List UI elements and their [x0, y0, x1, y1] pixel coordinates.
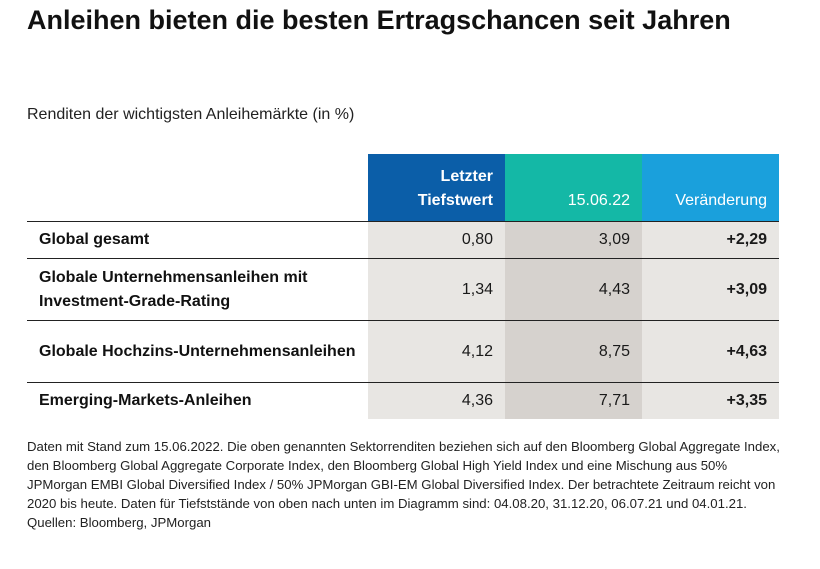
cell-veraenderung: +2,29	[642, 221, 779, 259]
cell-veraenderung: +3,35	[642, 382, 779, 419]
cell-letzter-tiefstwert: 4,12	[368, 320, 505, 383]
table-row: Emerging-Markets-Anleihen 4,36 7,71 +3,3…	[27, 382, 779, 419]
table-row: Globale Unternehmensanleihen mit Investm…	[27, 258, 779, 321]
row-label: Globale Unternehmensanleihen mit Investm…	[27, 258, 368, 321]
yield-table: Letzter Tiefstwert 15.06.22 Veränderung …	[27, 154, 779, 419]
cell-veraenderung: +3,09	[642, 258, 779, 321]
cell-date-value: 3,09	[505, 221, 642, 259]
cell-letzter-tiefstwert: 1,34	[368, 258, 505, 321]
cell-date-value: 8,75	[505, 320, 642, 383]
row-label: Globale Hochzins-Unternehmensanleihen	[27, 320, 368, 383]
footnote: Daten mit Stand zum 15.06.2022. Die oben…	[27, 439, 780, 530]
cell-date-value: 4,43	[505, 258, 642, 321]
cell-date-value: 7,71	[505, 382, 642, 419]
row-label: Emerging-Markets-Anleihen	[27, 382, 368, 419]
header-blank-cell	[27, 154, 368, 222]
table-row: Global gesamt 0,80 3,09 +2,29	[27, 221, 779, 259]
table-header-row: Letzter Tiefstwert 15.06.22 Veränderung	[27, 154, 779, 222]
header-veraenderung: Veränderung	[642, 154, 779, 222]
header-letzter-tiefstwert: Letzter Tiefstwert	[368, 154, 505, 222]
cell-letzter-tiefstwert: 4,36	[368, 382, 505, 419]
page-title: Anleihen bieten die besten Ertragschance…	[27, 5, 731, 35]
cell-letzter-tiefstwert: 0,80	[368, 221, 505, 259]
header-date: 15.06.22	[505, 154, 642, 222]
table-row: Globale Hochzins-Unternehmensanleihen 4,…	[27, 320, 779, 383]
cell-veraenderung: +4,63	[642, 320, 779, 383]
row-label: Global gesamt	[27, 221, 368, 259]
table-subtitle: Renditen der wichtigsten Anleihemärkte (…	[27, 106, 355, 123]
